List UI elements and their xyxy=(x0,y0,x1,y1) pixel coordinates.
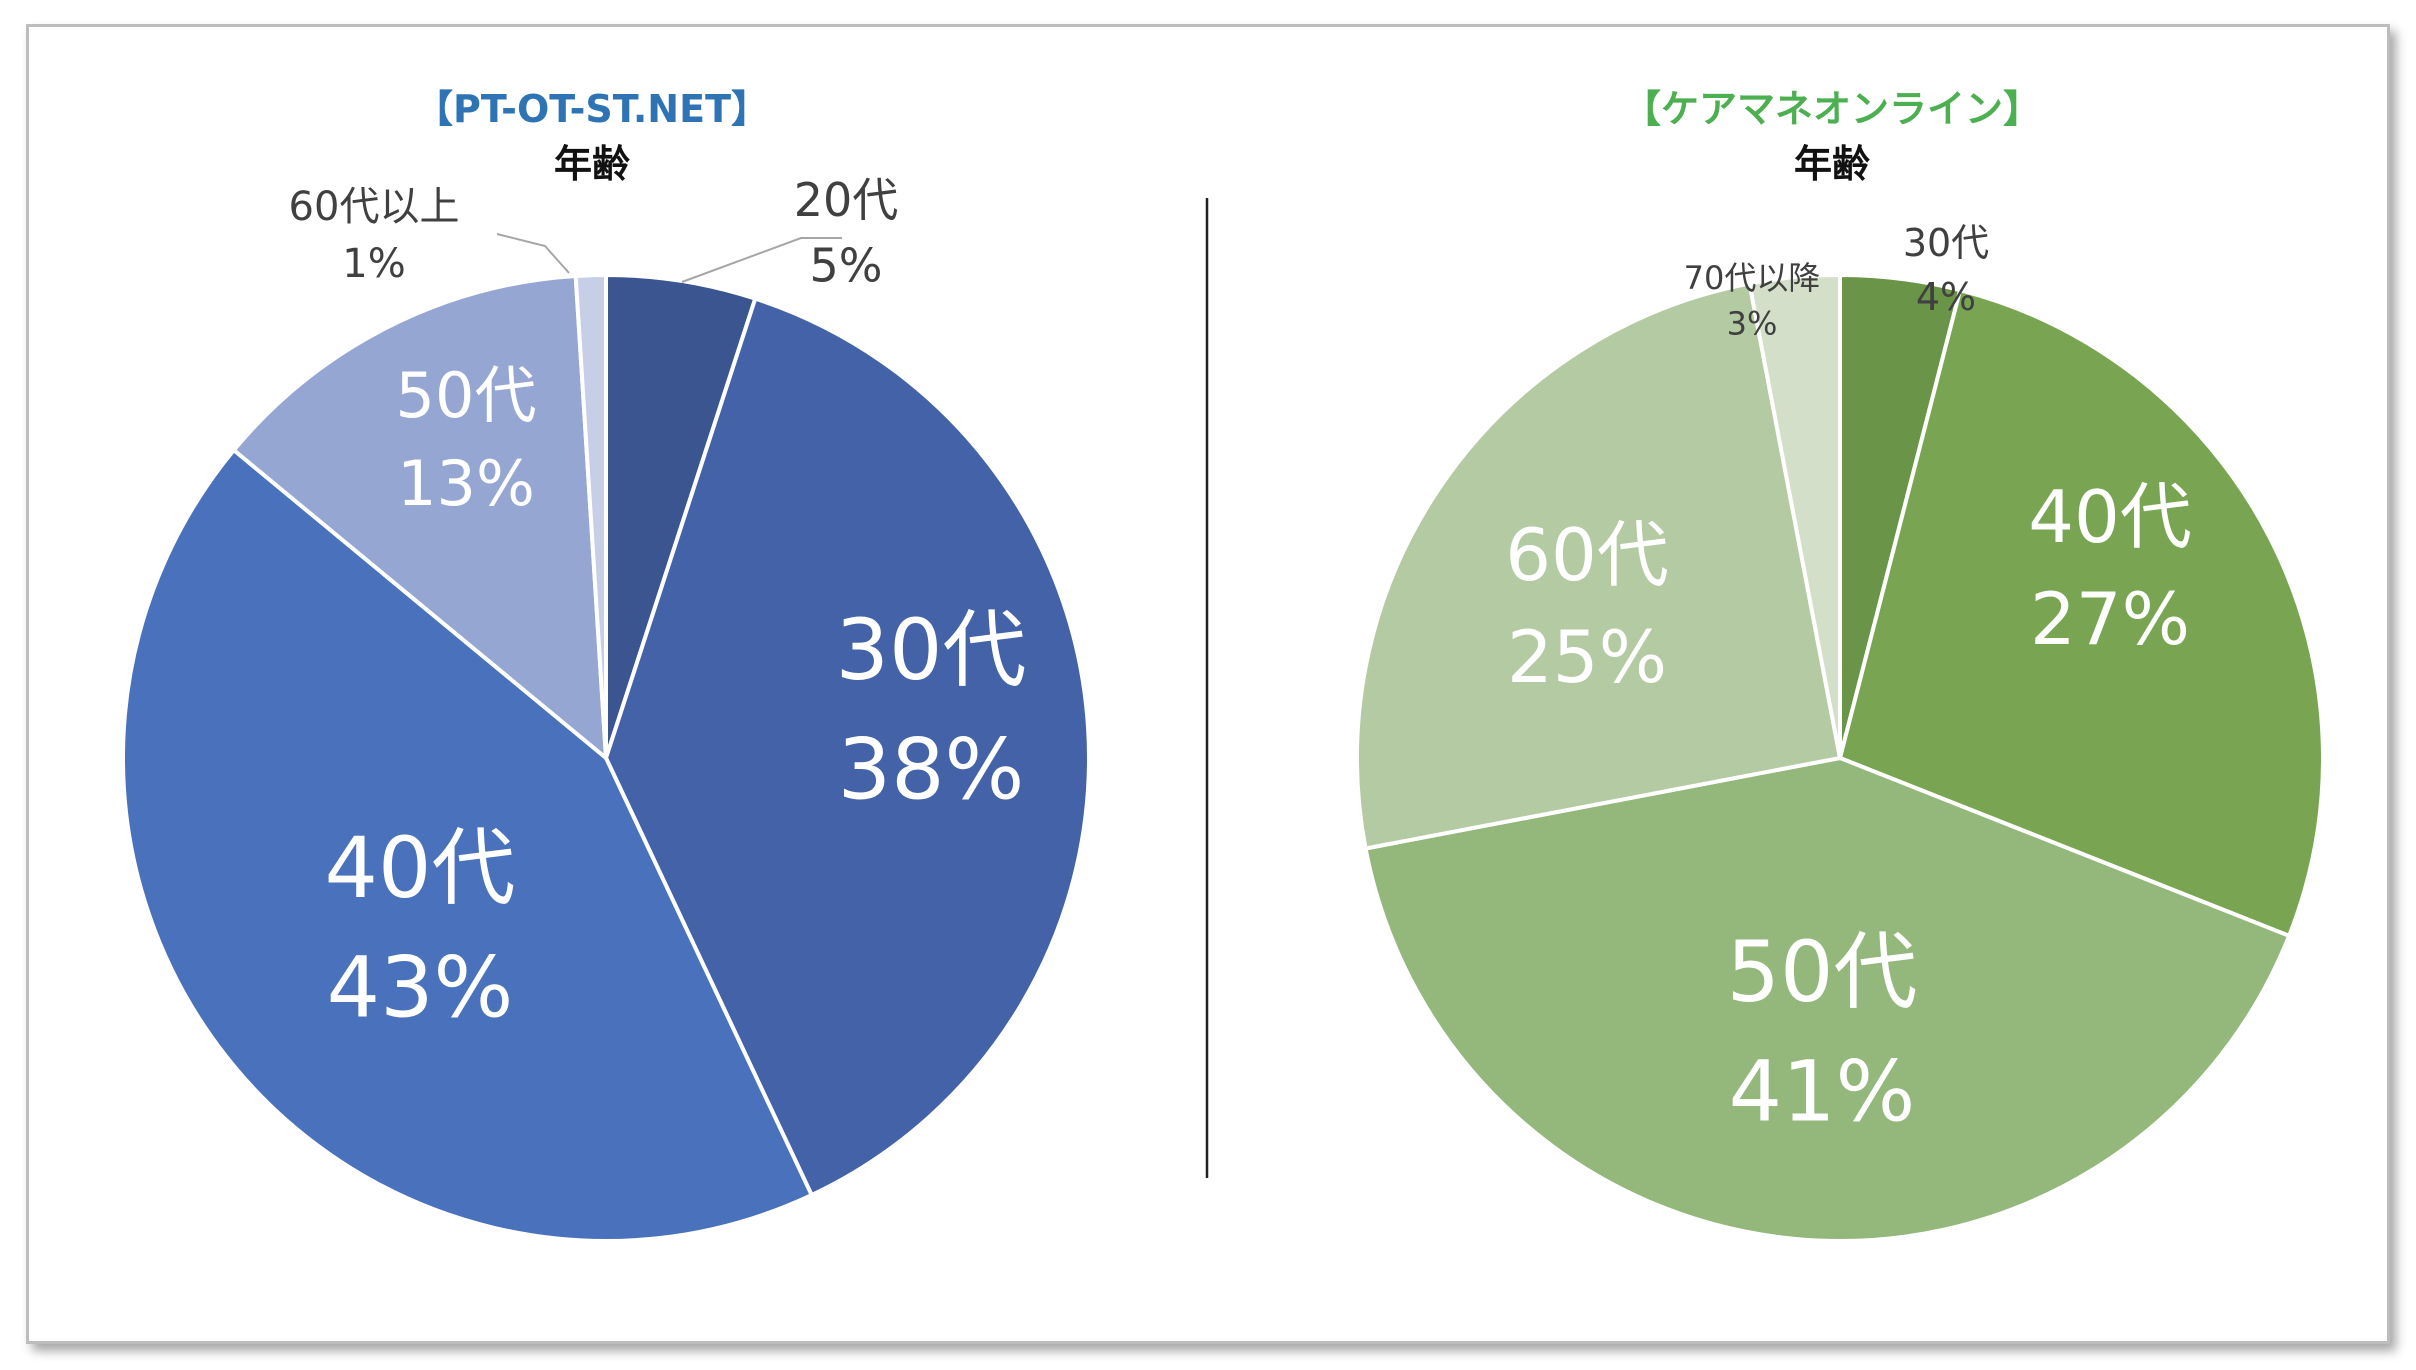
slice-category-label: 40代 xyxy=(2028,475,2192,559)
charts-canvas: 【PT-OT-ST.NET】 年齢 【ケアマネオンライン】 年齢 20代 5% 30… xyxy=(121,87,2325,1243)
chart2-title: 【ケアマネオンライン】 xyxy=(1623,87,2041,131)
leader-line-1 xyxy=(681,237,842,283)
pie-chart-caremane: 30代 4% 40代 27% 50代 41% 60代 25% 70代以降 3% xyxy=(1355,221,2325,1243)
slice-category-label: 20代 xyxy=(794,173,899,227)
pie-slice-5 xyxy=(573,272,608,760)
slice-category-label: 30代 xyxy=(836,601,1027,699)
slice-percent-label: 25% xyxy=(1507,615,1667,699)
slice-percent-label: 4% xyxy=(1916,275,1976,319)
slice-percent-label: 3% xyxy=(1727,304,1778,342)
pie-slice-3 xyxy=(121,448,814,1243)
slice-percent-label: 13% xyxy=(397,447,535,520)
slice-percent-label: 5% xyxy=(810,238,883,292)
slice-category-label: 50代 xyxy=(1727,923,1918,1021)
slice-category-label: 70代以降 xyxy=(1684,259,1821,297)
slice-percent-label: 27% xyxy=(2030,577,2190,661)
slice-percent-label: 1% xyxy=(342,241,405,287)
slice-category-label: 30代 xyxy=(1903,221,1989,265)
pie-slice-4 xyxy=(1355,281,1842,851)
chart2-subtitle: 年齢 xyxy=(1794,142,1870,186)
slice-percent-label: 41% xyxy=(1729,1042,1916,1140)
pie-chart-pt-ot-st: 20代 5% 30代 38% 40代 43% 50代 13% 60代以上 1% xyxy=(121,173,1091,1243)
slice-category-label: 60代以上 xyxy=(289,184,460,230)
slice-percent-label: 38% xyxy=(838,720,1025,818)
pie-slice-5 xyxy=(1747,273,1842,760)
leader-line-5 xyxy=(496,233,570,274)
pie-slice-4 xyxy=(231,273,608,760)
pie-slice-2 xyxy=(1838,288,2325,938)
slice-percent-label: 43% xyxy=(327,938,514,1036)
pie-slice-3 xyxy=(1363,756,2292,1243)
slice-category-label: 60代 xyxy=(1505,513,1669,597)
slice-category-label: 50代 xyxy=(396,359,537,432)
figure-frame: 【PT-OT-ST.NET】 年齢 【ケアマネオンライン】 年齢 20代 5% 30… xyxy=(26,24,2390,1344)
pie-slice-2 xyxy=(604,296,1091,1198)
slice-category-label: 40代 xyxy=(325,819,516,917)
chart1-title: 【PT-OT-ST.NET】 xyxy=(415,87,769,131)
chart1-subtitle: 年齢 xyxy=(554,142,630,186)
